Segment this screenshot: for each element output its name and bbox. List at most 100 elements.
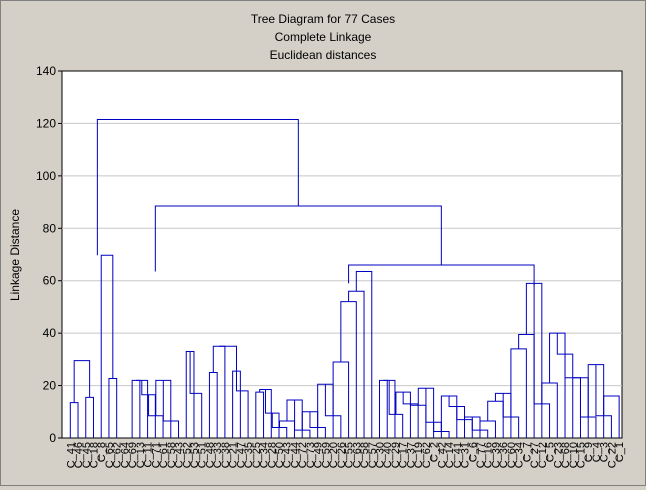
leaf-label: C_25: [251, 442, 263, 468]
leaf-label: C_60: [506, 442, 518, 468]
dendrogram-link: [383, 379, 396, 438]
leaf-label: C_18: [88, 442, 100, 468]
dendrogram-link: [355, 271, 373, 438]
dendrogram-link: [579, 377, 597, 438]
leaf-label: C_20: [328, 442, 340, 468]
leaf-label: C_19: [413, 442, 425, 468]
leaf-label: C_35: [243, 442, 255, 468]
leaf-label: C_53: [189, 442, 201, 468]
leaf-label: C_7: [521, 442, 533, 462]
dendrogram-link: [108, 377, 118, 438]
leaf-label: C_58: [166, 442, 178, 468]
dendrogram-link: [219, 345, 237, 372]
leaf-label: C_59: [320, 442, 332, 468]
leaf-label: C_52: [181, 442, 193, 468]
dendrogram-link: [154, 205, 442, 272]
leaf-label: C_61: [158, 442, 170, 468]
leaf-label: C_77: [475, 442, 487, 468]
leaf-label: C_27: [529, 442, 541, 468]
leaf-label: C_4: [591, 442, 603, 462]
dendrogram-link: [324, 384, 342, 438]
dendrogram-link: [189, 351, 203, 438]
dendrogram-link: [402, 392, 419, 438]
leaf-label: C_8: [96, 442, 108, 462]
leaf-label: C_62: [112, 442, 124, 468]
y-tick-label: 20: [43, 379, 57, 393]
y-tick-label: 80: [43, 221, 57, 235]
dendrogram-link: [603, 395, 620, 438]
leaf-label: C_26: [336, 442, 348, 468]
leaf-label: C_34: [514, 442, 526, 468]
leaf-label: C_45: [81, 442, 93, 468]
dendrogram-link: [73, 360, 91, 403]
leaf-label: C_2: [429, 442, 441, 462]
leaf-label: C_41: [452, 442, 464, 468]
leaf-label: C_43: [174, 442, 186, 468]
leaf-label: C_50: [274, 442, 286, 468]
leaf-label: C_58: [359, 442, 371, 468]
y-tick-label: 0: [49, 431, 56, 445]
leaf-label: C_44: [289, 442, 301, 468]
leaf-label: C_65: [104, 442, 116, 468]
leaf-label: C_51: [197, 442, 209, 468]
leaf-label: C_49: [313, 442, 325, 468]
leaf-label: C_10: [568, 442, 580, 468]
leaf-label: C_38: [220, 442, 232, 468]
leaf-label: C_31: [460, 442, 472, 468]
leaf-label: C_34: [259, 442, 271, 468]
dendrogram-link: [85, 396, 94, 438]
leaf-label: C_55: [344, 442, 356, 468]
leaf-label: C_37: [405, 442, 417, 468]
chart-title-line-3: Euclidean distances: [270, 48, 377, 62]
leaf-label: C_14: [444, 442, 456, 468]
dendrogram-link: [148, 394, 164, 438]
leaf-label: C_63: [351, 442, 363, 468]
plot-area: [61, 70, 623, 439]
leaf-label: C_15: [575, 442, 587, 468]
leaf-label: C_3: [599, 442, 611, 462]
leaf-label: C_29: [390, 442, 402, 468]
y-axis-label: Linkage Distance: [8, 209, 22, 301]
leaf-label: C_6: [467, 442, 479, 462]
dendrogram-link: [235, 371, 249, 438]
y-tick-label: 140: [36, 64, 56, 78]
dendrogram-link: [348, 264, 535, 286]
dendrogram-link: [162, 380, 180, 438]
leaf-label: C_43: [282, 442, 294, 468]
leaf-label: C_1: [614, 442, 626, 462]
dendrogram-root-link: [96, 118, 299, 256]
leaf-label: C_5: [545, 442, 557, 462]
leaf-label: C_71: [150, 442, 162, 468]
y-tick-label: 120: [36, 116, 56, 130]
leaf-label: C_22: [606, 442, 618, 468]
dendrogram-link: [332, 361, 350, 438]
leaf-label: C_57: [367, 442, 379, 468]
leaf-label: C_33: [212, 442, 224, 468]
leaf-label: C_72: [297, 442, 309, 468]
chart-title-line-1: Tree Diagram for 77 Cases: [251, 12, 395, 26]
leaf-label: C_39: [490, 442, 502, 468]
chart-title-line-2: Complete Linkage: [275, 30, 372, 44]
dendrogram-link: [556, 333, 574, 438]
leaf-label: C_47: [235, 442, 247, 468]
dendrogram-link: [294, 399, 311, 438]
leaf-label: C_16: [483, 442, 495, 468]
leaf-label: C_69: [127, 442, 139, 468]
dendrogram-link: [136, 379, 149, 438]
leaf-label: C_23: [552, 442, 564, 468]
y-tick-label: 100: [36, 169, 56, 183]
leaf-label: C_40: [382, 442, 394, 468]
dendrogram-link: [69, 402, 79, 438]
dendrogram-link: [479, 420, 496, 438]
dendrogram-link: [340, 301, 357, 438]
dendrogram-link: [100, 254, 114, 438]
leaf-label: C_46: [73, 442, 85, 468]
dendrogram-link: [502, 393, 520, 438]
dendrogram-link: [141, 380, 156, 438]
leaf-label: C_64: [119, 442, 131, 468]
leaf-label: C_28: [266, 442, 278, 468]
leaf-label: C_36: [498, 442, 510, 468]
leaf-label: C_41: [65, 442, 77, 468]
